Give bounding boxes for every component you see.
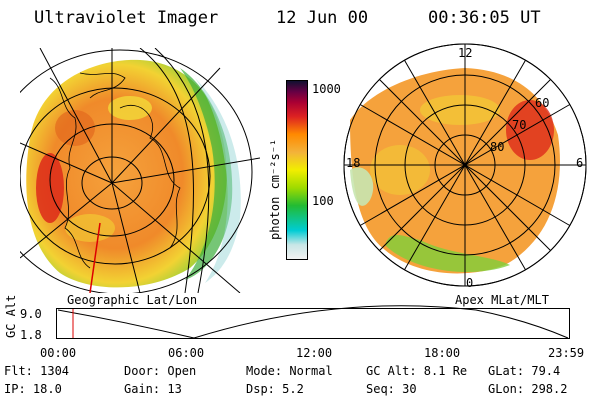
altitude-xtick-2359: 23:59 bbox=[548, 346, 585, 360]
date-label: 12 Jun 00 bbox=[276, 8, 369, 28]
instrument-title: Ultraviolet Imager bbox=[34, 8, 219, 28]
sequence-number: Seq: 30 bbox=[366, 382, 417, 396]
mlt-label-18: 18 bbox=[346, 156, 361, 170]
left-panel-caption: Geographic Lat/Lon bbox=[67, 293, 198, 307]
time-label: 00:36:05 UT bbox=[428, 8, 541, 28]
altitude-ytick-1.8: 1.8 bbox=[20, 328, 42, 342]
lat-label-80: 80 bbox=[490, 140, 505, 154]
colorbar-tick-1000: 1000 bbox=[312, 82, 341, 96]
apex-polar-image bbox=[343, 43, 587, 287]
mode-value: Mode: Normal bbox=[246, 364, 333, 378]
gc-altitude: GC Alt: 8.1 Re bbox=[366, 364, 468, 378]
altitude-ylabel: GC Alt bbox=[4, 294, 18, 338]
altitude-xtick-0000: 00:00 bbox=[40, 346, 77, 360]
altitude-xtick-1200: 12:00 bbox=[296, 346, 333, 360]
colorbar-tick-100: 100 bbox=[312, 194, 334, 208]
mlt-label-6: 6 bbox=[576, 156, 584, 170]
mlt-label-12: 12 bbox=[458, 46, 473, 60]
flight-number: Flt: 1304 bbox=[4, 364, 70, 378]
geographic-aurora-image bbox=[20, 48, 260, 293]
mlt-label-0: 0 bbox=[466, 276, 474, 290]
altitude-ytick-9: 9.0 bbox=[20, 307, 42, 321]
geo-latitude: GLat: 79.4 bbox=[488, 364, 561, 378]
dsp-value: Dsp: 5.2 bbox=[246, 382, 304, 396]
colorbar-unit-label: photon cm⁻²s⁻¹ bbox=[268, 138, 282, 240]
image-parameter: IP: 18.0 bbox=[4, 382, 62, 396]
lat-label-60: 60 bbox=[535, 96, 550, 110]
gain-value: Gain: 13 bbox=[124, 382, 182, 396]
geo-longitude: GLon: 298.2 bbox=[488, 382, 568, 396]
altitude-xtick-1800: 18:00 bbox=[424, 346, 461, 360]
lat-label-70: 70 bbox=[512, 118, 527, 132]
colorbar bbox=[286, 80, 308, 260]
door-status: Door: Open bbox=[124, 364, 197, 378]
altitude-plot bbox=[56, 305, 570, 339]
right-panel-caption: Apex MLat/MLT bbox=[455, 293, 549, 307]
altitude-xtick-0600: 06:00 bbox=[168, 346, 205, 360]
